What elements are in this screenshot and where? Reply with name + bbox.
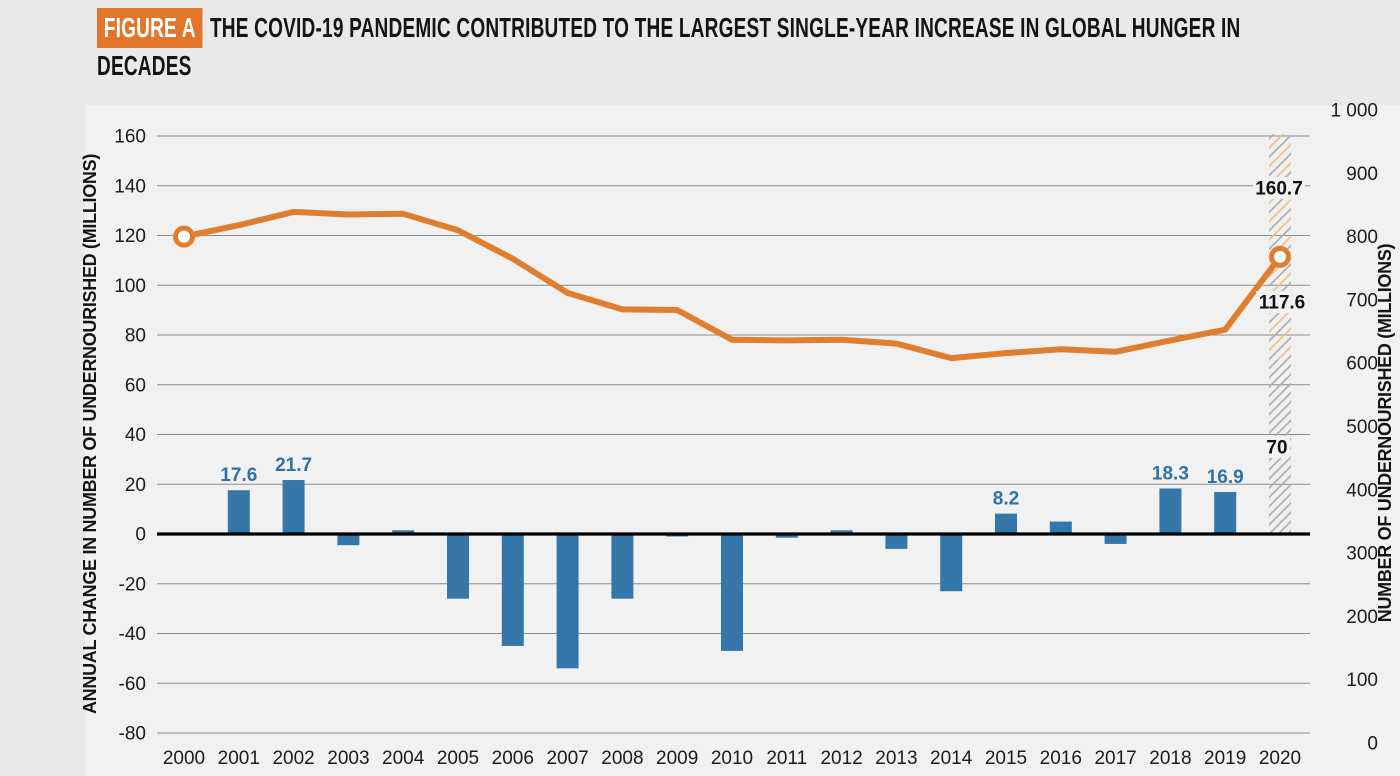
left-axis-tick-120: 120 [114, 226, 146, 247]
undernourished-line [181, 208, 1283, 362]
x-axis-year-2020: 2020 [1259, 748, 1301, 769]
line-marker-2000 [173, 225, 195, 248]
bar-2001 [227, 490, 250, 534]
x-axis-year-2015: 2015 [985, 748, 1027, 769]
left-axis-tick--60: -60 [119, 674, 146, 695]
projection-label-bg-mid [1256, 291, 1308, 313]
bar-2008 [611, 534, 634, 599]
right-axis-tick-200: 200 [1346, 607, 1378, 628]
projection-label-mid: 117.6 [1259, 293, 1306, 314]
x-axis-year-2012: 2012 [820, 748, 862, 769]
bar-2019 [1214, 491, 1237, 534]
x-axis-year-2018: 2018 [1149, 748, 1191, 769]
bar-2014 [940, 534, 963, 592]
x-axis-year-2011: 2011 [766, 748, 807, 769]
figure-title-line2: DECADES [97, 50, 192, 81]
bar-2012 [830, 530, 853, 534]
bar-2002 [282, 480, 305, 534]
x-axis-year-2017: 2017 [1094, 748, 1136, 769]
bar-2017 [1104, 534, 1127, 544]
figure-title-line1-row: FIGURE A THE COVID-19 PANDEMIC CONTRIBUTE… [97, 8, 1240, 48]
left-axis-tick-160: 160 [114, 127, 146, 148]
x-axis-year-2006: 2006 [492, 748, 534, 769]
bar-value-label-2001: 17.6 [220, 465, 257, 486]
projection-label-bg-low [1264, 436, 1290, 458]
right-axis-tick-400: 400 [1346, 480, 1378, 501]
x-axis-year-2009: 2009 [656, 748, 698, 769]
x-axis-year-2019: 2019 [1204, 748, 1246, 769]
bar-2006 [501, 534, 524, 646]
x-axis-year-2000: 2000 [163, 748, 205, 769]
chart-panel-background [85, 105, 1400, 776]
left-axis-tick-80: 80 [125, 326, 146, 347]
bar-2007 [556, 534, 579, 669]
bar-2010 [721, 534, 743, 651]
right-axis-tick-800: 800 [1346, 227, 1378, 248]
right-axis-tick-700: 700 [1346, 290, 1378, 311]
right-axis-tick-600: 600 [1346, 354, 1378, 375]
bar-2018 [1159, 488, 1182, 534]
x-axis-year-2014: 2014 [930, 748, 973, 769]
x-axis-year-2002: 2002 [272, 748, 314, 769]
bar-2011 [775, 534, 798, 538]
x-axis-year-2013: 2013 [875, 748, 917, 769]
right-axis-tick-900: 900 [1346, 164, 1378, 185]
x-axis-year-2007: 2007 [546, 748, 588, 769]
bar-value-label-2018: 18.3 [1152, 463, 1189, 484]
left-axis-tick-60: 60 [125, 375, 146, 396]
bar-2015 [995, 513, 1017, 534]
x-axis-year-2008: 2008 [601, 748, 643, 769]
figure-title: THE COVID-19 PANDEMIC CONTRIBUTED TO THE… [209, 12, 1241, 43]
right-axis-tick-300: 300 [1346, 544, 1378, 565]
right-axis-tick-100: 100 [1346, 670, 1378, 691]
right-axis-tick-0: 0 [1367, 734, 1378, 755]
projection-label-high: 160.7 [1255, 179, 1303, 200]
bar-2016 [1049, 521, 1072, 534]
left-axis-tick-140: 140 [114, 176, 146, 197]
bar-2004 [392, 530, 415, 534]
x-axis-year-2004: 2004 [382, 748, 425, 769]
left-axis-tick--40: -40 [119, 624, 146, 645]
projection-label-low: 70 [1266, 438, 1287, 459]
left-axis-tick-40: 40 [125, 425, 146, 446]
x-axis-year-2003: 2003 [327, 748, 369, 769]
x-axis-year-2001: 2001 [218, 748, 260, 769]
left-axis-tick-0: 0 [135, 525, 146, 546]
figure-title-block: FIGURE A THE COVID-19 PANDEMIC CONTRIBUTE… [97, 8, 1240, 83]
bar-value-label-2019: 16.9 [1207, 467, 1244, 488]
right-axis-tick-500: 500 [1346, 417, 1378, 438]
bar-2003 [337, 534, 360, 546]
bar-2005 [447, 534, 469, 599]
left-axis-tick-20: 20 [125, 475, 146, 496]
line-marker-2020 [1269, 245, 1291, 268]
left-axis-tick-100: 100 [114, 276, 146, 297]
right-axis-tick-1000: 1 000 [1330, 101, 1378, 122]
figure-badge: FIGURE A [97, 8, 203, 48]
projection-label-bg-high [1253, 177, 1305, 199]
x-axis-year-2010: 2010 [711, 748, 753, 769]
bar-value-label-2002: 21.7 [275, 455, 312, 476]
bar-2013 [885, 534, 908, 549]
right-axis-title: NUMBER OF UNDERNOURISHED (MILLIONS) [1375, 243, 1395, 622]
chart-svg: 17.6 21.7 8.2 18.3 16.9 160.7 117.6 70 160 140 120… [80, 101, 1400, 776]
left-axis-tick--80: -80 [119, 724, 146, 745]
x-axis-year-2016: 2016 [1040, 748, 1082, 769]
left-axis-title: ANNUAL CHANGE IN NUMBER OF UNDERNOURISHE… [80, 154, 100, 714]
x-axis-year-2005: 2005 [437, 748, 479, 769]
left-axis-tick--20: -20 [119, 574, 146, 595]
bar-value-label-2015: 8.2 [993, 489, 1019, 510]
